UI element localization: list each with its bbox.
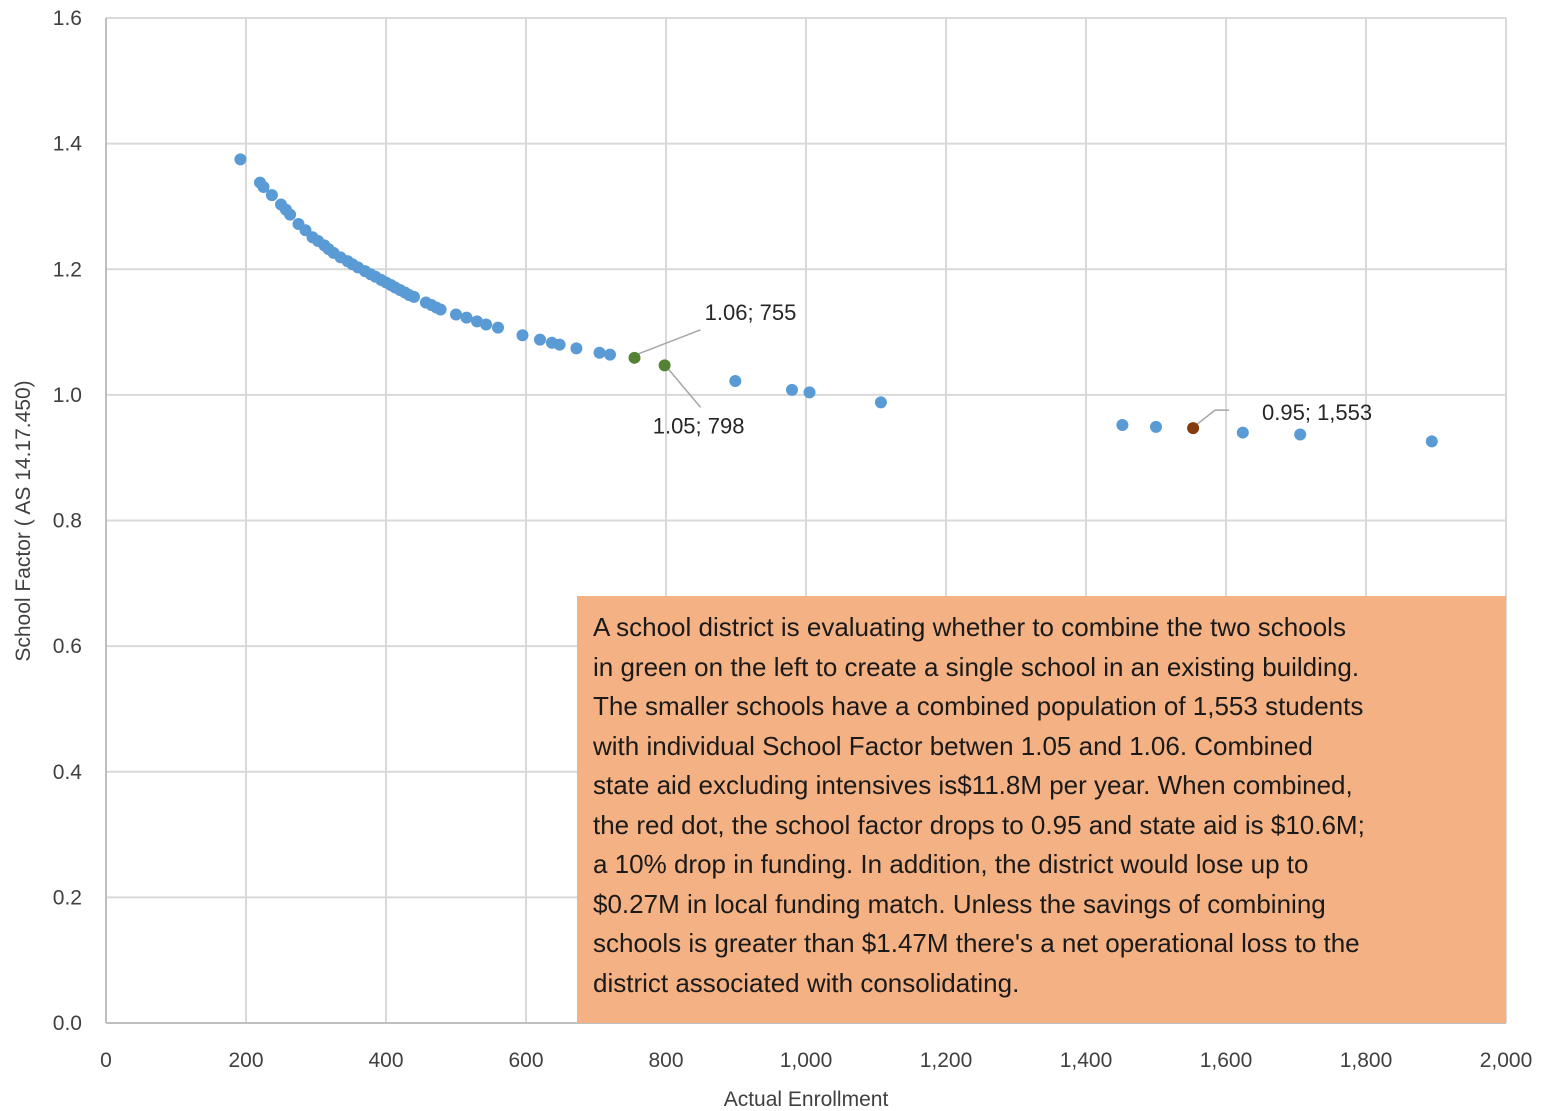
data-label: 0.95; 1,553 <box>1262 400 1372 425</box>
data-point <box>492 321 504 334</box>
annotation-line: The smaller schools have a combined popu… <box>593 691 1364 721</box>
y-tick-label: 0.8 <box>53 510 82 533</box>
y-tick-label: 0.4 <box>53 761 83 784</box>
data-point <box>604 348 616 361</box>
y-tick-label: 1.4 <box>53 133 83 156</box>
highlight-point-green <box>658 359 671 372</box>
annotation-line: state aid excluding intensives is$11.8M … <box>593 770 1353 800</box>
data-point <box>874 396 887 409</box>
y-tick-label: 1.6 <box>53 7 82 30</box>
annotation-box: A school district is evaluating whether … <box>577 596 1506 1023</box>
axes <box>105 18 1506 1024</box>
leader-line <box>668 368 702 408</box>
data-label: 1.05; 798 <box>653 413 745 438</box>
data-point <box>480 318 493 331</box>
y-tick-label: 1.0 <box>53 384 82 407</box>
data-point <box>1236 426 1249 439</box>
data-point <box>729 375 742 388</box>
data-point <box>1294 428 1307 441</box>
y-tick-label: 1.2 <box>53 258 82 281</box>
annotation-line: in green on the left to create a single … <box>593 651 1360 682</box>
data-point <box>593 346 606 359</box>
x-tick-label: 2,000 <box>1480 1049 1533 1072</box>
data-label: 1.06; 755 <box>705 300 797 325</box>
data-point <box>450 308 462 321</box>
data-labels: 1.06; 755 1.05; 798 0.95; 1,553 <box>653 300 1372 439</box>
leader-line <box>638 329 701 355</box>
y-tick-label: 0.2 <box>53 886 82 909</box>
data-point <box>284 208 297 221</box>
data-point <box>234 153 247 166</box>
x-tick-label: 200 <box>228 1049 263 1072</box>
annotation-line: the red dot, the school factor drops to … <box>593 809 1365 840</box>
x-tick-label: 400 <box>368 1049 403 1072</box>
annotation-line: a 10% drop in funding. In addition, the … <box>593 849 1309 879</box>
annotation-line: A school district is evaluating whether … <box>593 612 1346 642</box>
highlight-point-green <box>628 351 641 364</box>
x-tick-label: 1,200 <box>920 1049 973 1072</box>
tick-labels: 0 200 400 600 800 1,000 1,200 1,400 1,600 1,800 2,… <box>53 7 1532 1072</box>
annotation-line: with individual School Factor betwen 1.0… <box>593 730 1313 761</box>
data-point <box>534 333 546 346</box>
data-point <box>570 342 583 355</box>
data-point <box>1425 435 1438 448</box>
leader-lines <box>638 329 1230 425</box>
x-tick-label: 0 <box>100 1049 112 1072</box>
data-point <box>553 338 566 351</box>
x-tick-label: 800 <box>648 1049 683 1072</box>
x-tick-label: 1,000 <box>780 1049 833 1072</box>
data-point <box>803 386 816 399</box>
x-tick-label: 600 <box>508 1049 543 1072</box>
data-point <box>265 189 278 202</box>
annotation-line: district associated with consolidating. <box>593 967 1020 998</box>
annotation-line: $0.27M in local funding match. Unless th… <box>593 888 1326 919</box>
data-point <box>460 311 473 324</box>
leader-line <box>1196 409 1230 425</box>
x-tick-label: 1,800 <box>1340 1049 1393 1072</box>
data-point <box>434 303 447 316</box>
data-point <box>408 290 420 303</box>
data-point <box>516 329 529 342</box>
data-points <box>234 153 1438 448</box>
data-point <box>1150 420 1162 433</box>
x-tick-label: 1,400 <box>1060 1049 1113 1072</box>
x-axis-title: Actual Enrollment <box>724 1088 889 1111</box>
data-point <box>786 383 798 396</box>
y-tick-label: 0.0 <box>53 1012 82 1035</box>
data-point <box>257 180 270 193</box>
y-tick-label: 0.6 <box>53 635 82 658</box>
x-tick-label: 1,600 <box>1200 1049 1253 1072</box>
annotation-line: schools is greater than $1.47M there's a… <box>593 928 1360 958</box>
data-point <box>471 315 483 328</box>
y-axis-title: School Factor ( AS 14.17.450) <box>12 380 35 661</box>
highlight-point-red <box>1187 422 1200 435</box>
data-point <box>1116 419 1129 432</box>
